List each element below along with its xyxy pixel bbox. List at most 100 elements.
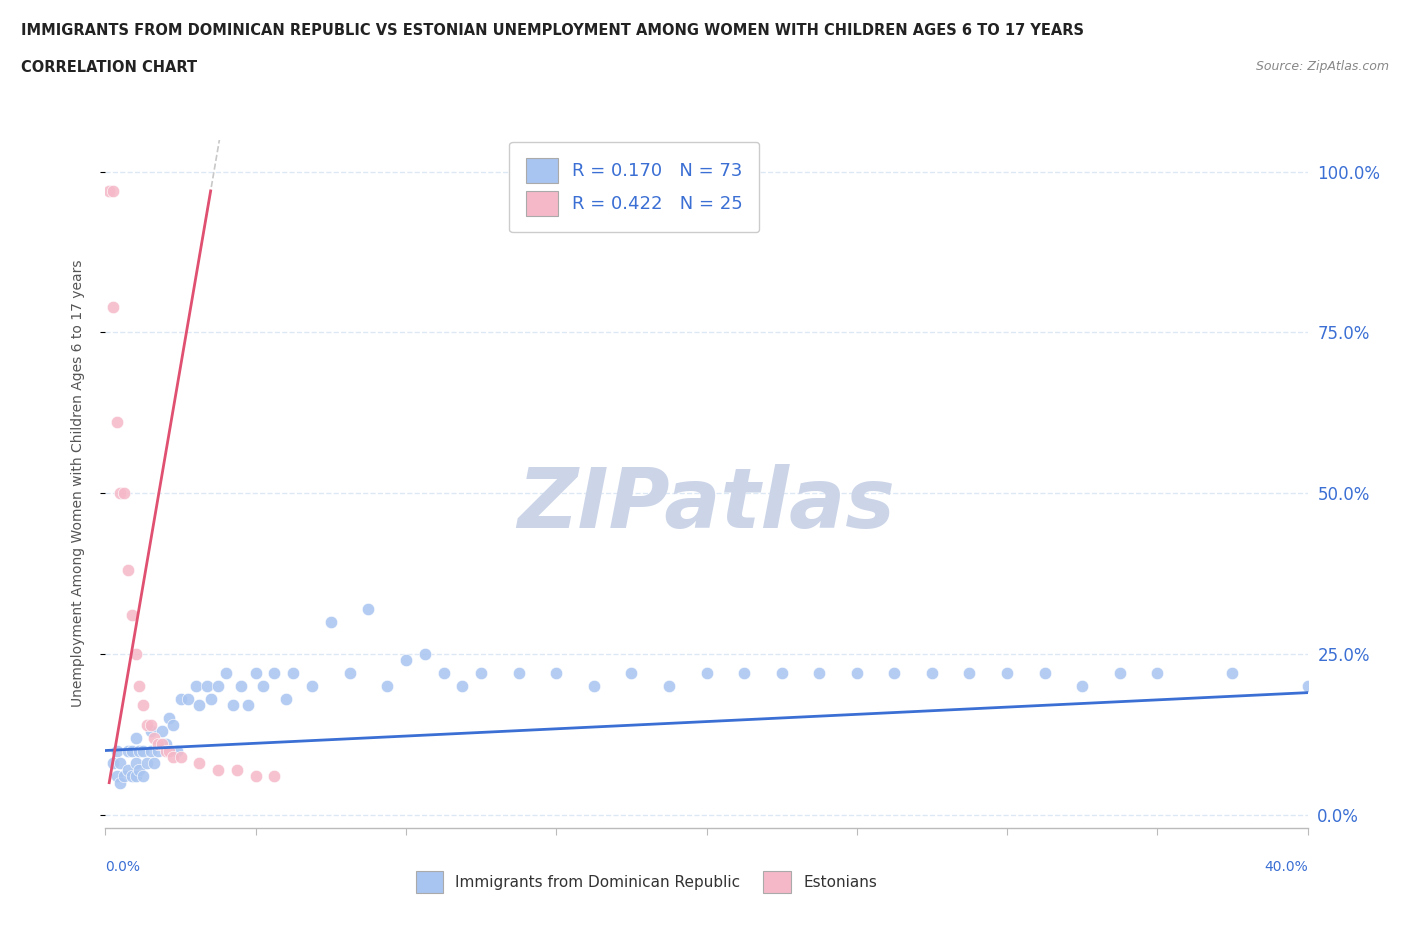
- Point: [98, 183, 121, 198]
- Y-axis label: Unemployment Among Women with Children Ages 6 to 17 years: Unemployment Among Women with Children A…: [70, 259, 84, 708]
- Point: [150, 724, 173, 738]
- Point: [110, 776, 132, 790]
- Point: [135, 756, 157, 771]
- Point: [155, 737, 177, 751]
- Point: [432, 666, 454, 681]
- Point: [139, 717, 162, 732]
- Point: [620, 666, 643, 681]
- Point: [319, 615, 342, 630]
- Point: [263, 666, 285, 681]
- Point: [451, 679, 474, 694]
- Point: [143, 730, 166, 745]
- Point: [301, 679, 323, 694]
- Point: [770, 666, 793, 681]
- Point: [200, 692, 222, 707]
- Point: [1146, 666, 1168, 681]
- Point: [1033, 666, 1056, 681]
- Point: [582, 679, 605, 694]
- Point: [177, 692, 200, 707]
- Point: [105, 415, 128, 430]
- Point: [128, 679, 150, 694]
- Point: [357, 602, 380, 617]
- Point: [339, 666, 361, 681]
- Point: [229, 679, 252, 694]
- Point: [143, 756, 166, 771]
- Point: [921, 666, 943, 681]
- Point: [195, 679, 218, 694]
- Point: [112, 485, 135, 500]
- Legend: Immigrants from Dominican Republic, Estonians: Immigrants from Dominican Republic, Esto…: [409, 865, 883, 899]
- Point: [157, 711, 180, 725]
- Point: [169, 692, 191, 707]
- Point: [105, 769, 128, 784]
- Point: [508, 666, 530, 681]
- Point: [252, 679, 274, 694]
- Point: [124, 646, 146, 661]
- Point: [110, 485, 132, 500]
- Point: [808, 666, 831, 681]
- Point: [1108, 666, 1130, 681]
- Point: [162, 717, 184, 732]
- Point: [101, 756, 124, 771]
- Point: [128, 763, 150, 777]
- Point: [157, 743, 180, 758]
- Point: [124, 756, 146, 771]
- Point: [413, 646, 436, 661]
- Point: [1296, 679, 1319, 694]
- Point: [166, 743, 188, 758]
- Point: [124, 769, 146, 784]
- Point: [132, 743, 155, 758]
- Point: [375, 679, 398, 694]
- Point: [162, 750, 184, 764]
- Point: [207, 763, 229, 777]
- Point: [214, 666, 236, 681]
- Point: [169, 750, 191, 764]
- Text: CORRELATION CHART: CORRELATION CHART: [21, 60, 197, 75]
- Point: [470, 666, 492, 681]
- Text: 0.0%: 0.0%: [105, 860, 141, 874]
- Point: [995, 666, 1018, 681]
- Point: [207, 679, 229, 694]
- Point: [658, 679, 681, 694]
- Point: [101, 299, 124, 314]
- Point: [274, 692, 297, 707]
- Point: [222, 698, 245, 713]
- Point: [105, 743, 128, 758]
- Point: [226, 763, 249, 777]
- Point: [959, 666, 981, 681]
- Point: [132, 769, 155, 784]
- Point: [146, 743, 169, 758]
- Point: [139, 743, 162, 758]
- Point: [283, 666, 305, 681]
- Text: IMMIGRANTS FROM DOMINICAN REPUBLIC VS ESTONIAN UNEMPLOYMENT AMONG WOMEN WITH CHI: IMMIGRANTS FROM DOMINICAN REPUBLIC VS ES…: [21, 23, 1084, 38]
- Point: [150, 737, 173, 751]
- Text: Source: ZipAtlas.com: Source: ZipAtlas.com: [1256, 60, 1389, 73]
- Point: [883, 666, 905, 681]
- Point: [117, 743, 139, 758]
- Point: [117, 563, 139, 578]
- Point: [155, 743, 177, 758]
- Point: [139, 724, 162, 738]
- Point: [124, 730, 146, 745]
- Point: [733, 666, 755, 681]
- Point: [845, 666, 868, 681]
- Point: [245, 769, 267, 784]
- Point: [112, 769, 135, 784]
- Point: [132, 698, 155, 713]
- Point: [546, 666, 568, 681]
- Point: [184, 679, 207, 694]
- Point: [395, 653, 418, 668]
- Point: [121, 608, 143, 623]
- Text: 40.0%: 40.0%: [1264, 860, 1308, 874]
- Point: [135, 717, 157, 732]
- Point: [117, 763, 139, 777]
- Point: [188, 698, 211, 713]
- Point: [101, 183, 124, 198]
- Point: [146, 737, 169, 751]
- Point: [188, 756, 211, 771]
- Point: [1071, 679, 1094, 694]
- Point: [110, 756, 132, 771]
- Point: [696, 666, 718, 681]
- Point: [121, 769, 143, 784]
- Point: [238, 698, 260, 713]
